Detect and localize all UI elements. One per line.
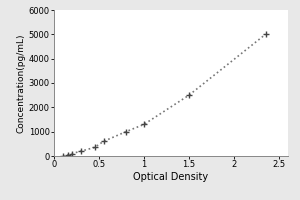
Y-axis label: Concentration(pg/mL): Concentration(pg/mL) <box>17 33 26 133</box>
X-axis label: Optical Density: Optical Density <box>134 172 208 182</box>
Point <box>187 94 191 97</box>
Point <box>65 153 70 156</box>
Point <box>124 130 128 133</box>
Point <box>101 140 106 143</box>
Point <box>79 150 83 153</box>
Point <box>263 33 268 36</box>
Point <box>92 146 97 149</box>
Point <box>142 123 146 126</box>
Point <box>70 152 74 155</box>
Point <box>61 154 65 158</box>
